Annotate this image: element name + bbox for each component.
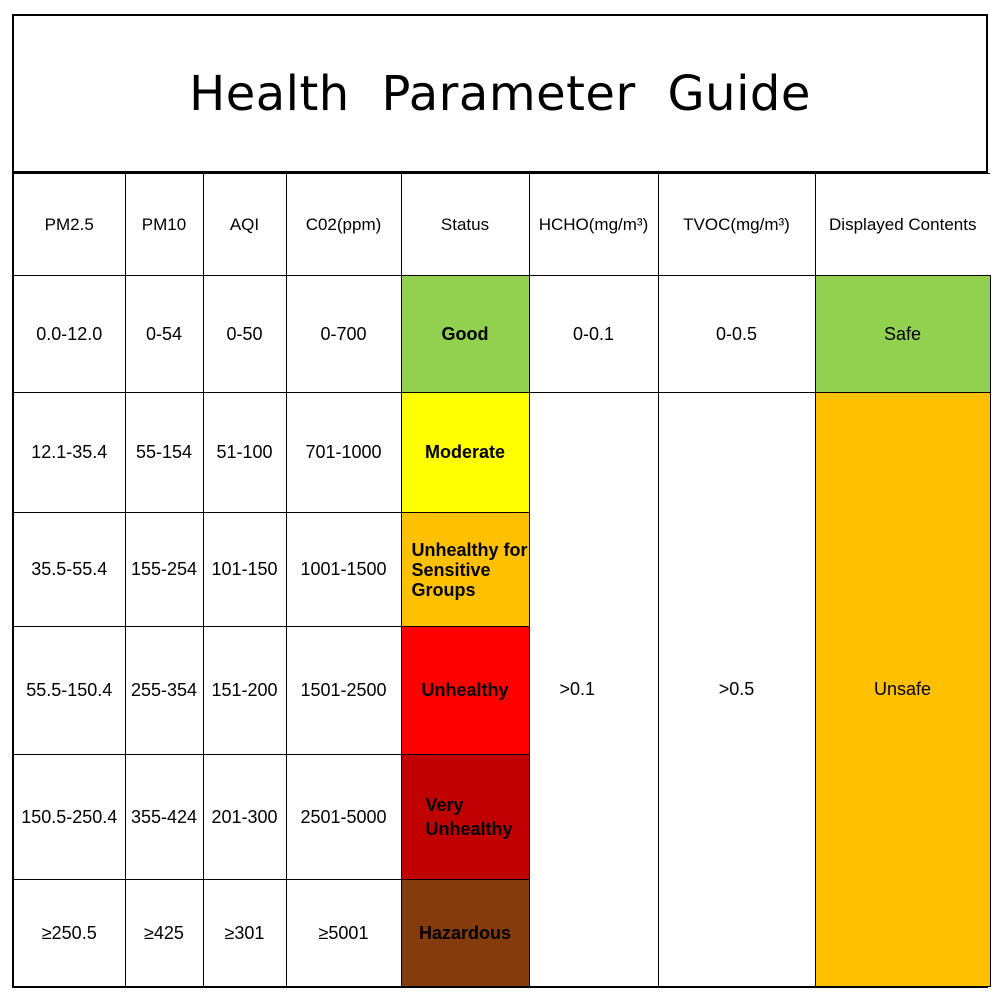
cell-pm10: 355-424	[124, 754, 204, 880]
guide-frame: Health Parameter Guide PM2.5 PM10 AQI C0…	[12, 14, 991, 988]
cell-pm10: 55-154	[124, 392, 204, 513]
title-box: Health Parameter Guide	[14, 16, 988, 173]
cell-pm10: 155-254	[124, 512, 204, 627]
cell-tvoc-unsafe: >0.5	[657, 392, 816, 987]
health-parameter-table: PM2.5 PM10 AQI C02(ppm) Status HCHO(mg/m…	[14, 173, 991, 987]
header-row: PM2.5 PM10 AQI C02(ppm) Status HCHO(mg/m…	[14, 173, 990, 276]
header-hcho: HCHO(mg/m³)	[528, 173, 659, 276]
table-row: 55.5-150.4 255-354 151-200 1501-2500 Unh…	[14, 626, 990, 755]
header-pm10: PM10	[124, 173, 204, 276]
cell-aqi: 51-100	[202, 392, 287, 513]
status-hazardous: Hazardous	[400, 879, 530, 987]
status-moderate: Moderate	[400, 392, 530, 513]
cell-pm10: ≥425	[124, 879, 204, 987]
cell-co2: 701-1000	[285, 392, 402, 513]
status-unhealthy-sensitive: Unhealthy for Sensitive Groups	[400, 512, 530, 627]
cell-hcho-unsafe: >0.1	[528, 392, 659, 987]
cell-pm25: ≥250.5	[14, 879, 126, 987]
cell-hcho-safe: 0-0.1	[528, 275, 659, 393]
cell-aqi: 201-300	[202, 754, 287, 880]
header-aqi: AQI	[202, 173, 287, 276]
status-good: Good	[400, 275, 530, 393]
table-row: 12.1-35.4 55-154 51-100 701-1000 Moderat…	[14, 392, 991, 987]
header-displayed-contents: Displayed Contents	[814, 173, 990, 276]
table-row: 0.0-12.0 0-54 0-50 0-700 Good 0-0.1 0-0.…	[14, 275, 991, 393]
status-unhealthy: Unhealthy	[400, 626, 530, 755]
cell-co2: 2501-5000	[285, 754, 402, 880]
cell-co2: ≥5001	[285, 879, 402, 987]
cell-aqi: 0-50	[202, 275, 287, 393]
cell-pm25: 0.0-12.0	[14, 275, 126, 393]
displayed-safe: Safe	[814, 275, 991, 393]
cell-tvoc-safe: 0-0.5	[657, 275, 816, 393]
header-status: Status	[400, 173, 530, 276]
cell-aqi: 151-200	[202, 626, 287, 755]
cell-pm10: 0-54	[124, 275, 204, 393]
cell-co2: 1501-2500	[285, 626, 402, 755]
cell-co2: 1001-1500	[285, 512, 402, 627]
header-co2: C02(ppm)	[285, 173, 402, 276]
cell-aqi: 101-150	[202, 512, 287, 627]
header-pm25: PM2.5	[14, 173, 126, 276]
cell-pm25: 35.5-55.4	[14, 512, 126, 627]
cell-pm25: 55.5-150.4	[14, 626, 126, 755]
displayed-unsafe: Unsafe	[814, 392, 991, 987]
cell-co2: 0-700	[285, 275, 402, 393]
status-very-unhealthy: Very Unhealthy	[400, 754, 530, 880]
table-row: ≥250.5 ≥425 ≥301 ≥5001 Hazardous	[14, 879, 990, 987]
cell-pm25: 150.5-250.4	[14, 754, 126, 880]
table-row: 35.5-55.4 155-254 101-150 1001-1500 Unhe…	[14, 512, 990, 627]
cell-pm10: 255-354	[124, 626, 204, 755]
header-tvoc: TVOC(mg/m³)	[657, 173, 816, 276]
cell-pm25: 12.1-35.4	[14, 392, 126, 513]
page-title: Health Parameter Guide	[189, 65, 811, 122]
table-row: 150.5-250.4 355-424 201-300 2501-5000 Ve…	[14, 754, 990, 880]
cell-aqi: ≥301	[202, 879, 287, 987]
